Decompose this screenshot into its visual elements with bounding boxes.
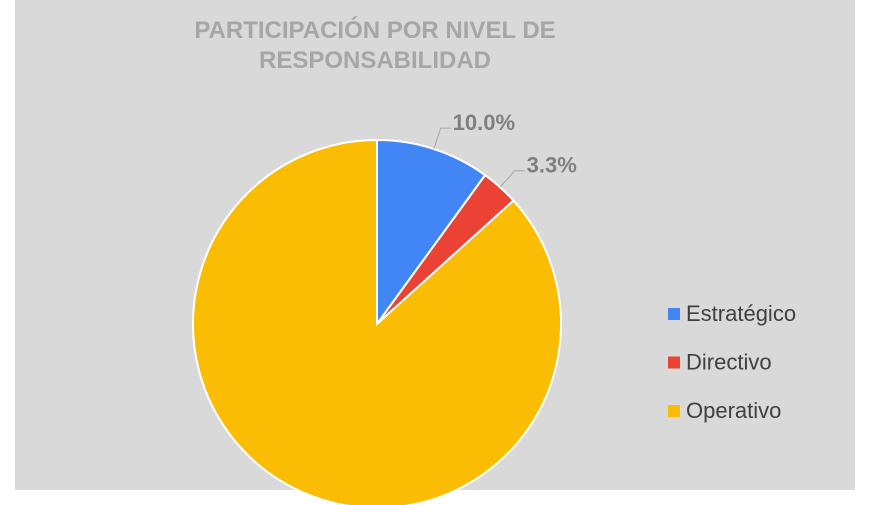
legend-label: Operativo (686, 398, 781, 423)
chart-title: PARTICIPACIÓN POR NIVEL DE RESPONSABILID… (194, 17, 556, 74)
leader-line (433, 127, 451, 150)
legend-swatch (668, 405, 680, 417)
data-label: 10.0% (453, 110, 515, 135)
leader-line (499, 170, 525, 188)
data-label: 3.3% (527, 153, 577, 178)
pie-slice (192, 138, 562, 505)
pie-slice (376, 138, 487, 328)
legend-swatch (668, 308, 680, 320)
legend-label: Directivo (686, 349, 772, 374)
legend-swatch (668, 356, 680, 369)
legend-label: Estratégico (686, 301, 796, 326)
